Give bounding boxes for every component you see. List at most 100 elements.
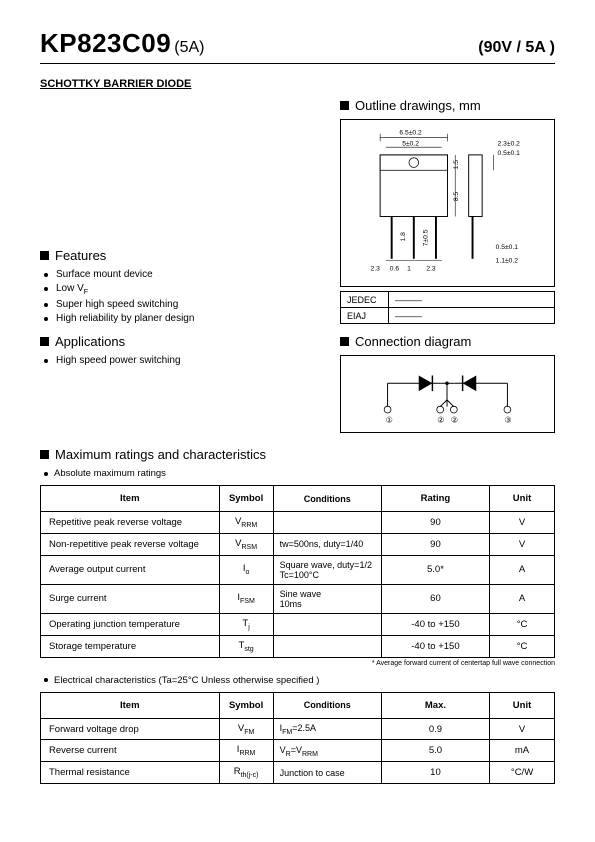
dim-text: 2.3 — [371, 265, 381, 272]
cell-item: Surge current — [41, 584, 220, 613]
cell-conditions: Junction to case — [273, 762, 381, 784]
cell-rating: 60 — [381, 584, 489, 613]
th-max: Max. — [381, 692, 489, 718]
connection-heading: Connection diagram — [340, 334, 555, 349]
max-ratings-footnote: * Average forward current of centertap f… — [40, 660, 555, 667]
cell-unit: V — [490, 718, 555, 740]
cell-item: Storage temperature — [41, 635, 220, 657]
pin-label: ③ — [505, 415, 512, 424]
std-value: ——— — [389, 308, 555, 324]
cell-symbol: Tj — [219, 613, 273, 635]
cell-conditions: tw=500ns, duty=1/40 — [273, 533, 381, 555]
features-heading: Features — [40, 248, 320, 263]
elec-char-table: Item Symbol Conditions Max. Unit Forward… — [40, 692, 555, 785]
cell-item: Reverse current — [41, 740, 220, 762]
applications-heading: Applications — [40, 334, 320, 349]
th-symbol: Symbol — [219, 692, 273, 718]
dim-text: 1.5 — [453, 160, 460, 170]
pin-label: ① — [386, 415, 393, 424]
dim-text: 2.3 — [426, 265, 436, 272]
cell-conditions: VR=VRRM — [273, 740, 381, 762]
table-row: Repetitive peak reverse voltage VRRM 90 … — [41, 512, 555, 534]
cell-unit: V — [490, 512, 555, 534]
abs-max-note: Absolute maximum ratings — [44, 468, 555, 479]
table-row: Surge current IFSM Sine wave10ms 60 A — [41, 584, 555, 613]
cell-rating: 90 — [381, 512, 489, 534]
cell-max: 0.9 — [381, 718, 489, 740]
cell-conditions: Sine wave10ms — [273, 584, 381, 613]
part-suffix: (5A) — [174, 39, 204, 56]
dim-text: 1.1±0.2 — [496, 258, 519, 265]
cell-conditions — [273, 635, 381, 657]
cell-item: Thermal resistance — [41, 762, 220, 784]
standards-table: JEDEC ——— EIAJ ——— — [340, 291, 555, 324]
cell-item: Repetitive peak reverse voltage — [41, 512, 220, 534]
cell-rating: -40 to +150 — [381, 635, 489, 657]
th-item: Item — [41, 692, 220, 718]
left-column: Features Surface mount device Low VF Sup… — [40, 98, 320, 433]
application-item: High speed power switching — [44, 355, 320, 366]
package-drawing-svg: 6.5±0.2 5±0.2 2.3±0.2 0.5±0.1 1.5 8.5 1.… — [347, 126, 548, 280]
cell-symbol: VRSM — [219, 533, 273, 555]
subtitle: SCHOTTKY BARRIER DIODE — [40, 78, 555, 90]
feature-item: Low VF — [44, 283, 320, 296]
cell-rating: 5.0* — [381, 555, 489, 584]
th-unit: Unit — [490, 486, 555, 512]
dim-text: 7±0.5 — [422, 229, 429, 246]
pin-label: ② — [437, 415, 444, 424]
outline-drawing: 6.5±0.2 5±0.2 2.3±0.2 0.5±0.1 1.5 8.5 1.… — [340, 119, 555, 287]
dim-text: 8.5 — [453, 191, 460, 201]
pin-label: ② — [451, 415, 458, 424]
table-row: Thermal resistance Rth(j-c) Junction to … — [41, 762, 555, 784]
table-row: EIAJ ——— — [341, 308, 555, 324]
cell-conditions: Square wave, duty=1/2Tc=100°C — [273, 555, 381, 584]
cell-symbol: VRRM — [219, 512, 273, 534]
th-conditions: Conditions — [273, 692, 381, 718]
cell-unit: V — [490, 533, 555, 555]
table-row: Item Symbol Conditions Max. Unit — [41, 692, 555, 718]
dim-text: 0.6 — [390, 265, 400, 272]
cell-unit: °C — [490, 613, 555, 635]
dim-text: 1 — [407, 265, 411, 272]
cell-symbol: Io — [219, 555, 273, 584]
th-item: Item — [41, 486, 220, 512]
cell-max: 10 — [381, 762, 489, 784]
th-conditions: Conditions — [273, 486, 381, 512]
std-label: EIAJ — [341, 308, 389, 324]
cell-unit: mA — [490, 740, 555, 762]
cell-conditions — [273, 613, 381, 635]
part-number: KP823C09 (5A) — [40, 28, 205, 59]
dim-text: 5±0.2 — [402, 140, 419, 147]
table-row: Operating junction temperature Tj -40 to… — [41, 613, 555, 635]
cell-unit: A — [490, 584, 555, 613]
dim-text: 1.8 — [400, 232, 407, 242]
th-symbol: Symbol — [219, 486, 273, 512]
dim-text: 0.5±0.1 — [496, 244, 519, 251]
cell-unit: °C/W — [490, 762, 555, 784]
part-number-text: KP823C09 — [40, 28, 171, 58]
cell-item: Forward voltage drop — [41, 718, 220, 740]
connection-diagram: ① ② ② ③ — [340, 355, 555, 433]
table-row: Average output current Io Square wave, d… — [41, 555, 555, 584]
table-row: JEDEC ——— — [341, 292, 555, 308]
connection-svg: ① ② ② ③ — [341, 356, 554, 432]
elec-note: Electrical characteristics (Ta=25°C Unle… — [44, 675, 555, 686]
features-list: Surface mount device Low VF Super high s… — [44, 269, 320, 324]
table-row: Storage temperature Tstg -40 to +150 °C — [41, 635, 555, 657]
feature-item: Super high speed switching — [44, 299, 320, 310]
cell-rating: -40 to +150 — [381, 613, 489, 635]
table-row: Forward voltage drop VFM IFM=2.5A 0.9 V — [41, 718, 555, 740]
cell-item: Average output current — [41, 555, 220, 584]
cell-max: 5.0 — [381, 740, 489, 762]
table-row: Item Symbol Conditions Rating Unit — [41, 486, 555, 512]
cell-rating: 90 — [381, 533, 489, 555]
table-row: Non-repetitive peak reverse voltage VRSM… — [41, 533, 555, 555]
th-rating: Rating — [381, 486, 489, 512]
cell-conditions: IFM=2.5A — [273, 718, 381, 740]
dim-text: 0.5±0.1 — [498, 150, 521, 157]
cell-symbol: Rth(j-c) — [219, 762, 273, 784]
cell-item: Operating junction temperature — [41, 613, 220, 635]
title-row: KP823C09 (5A) (90V / 5A ) — [40, 28, 555, 64]
rating-right: (90V / 5A ) — [478, 39, 555, 57]
feature-item: Surface mount device — [44, 269, 320, 280]
